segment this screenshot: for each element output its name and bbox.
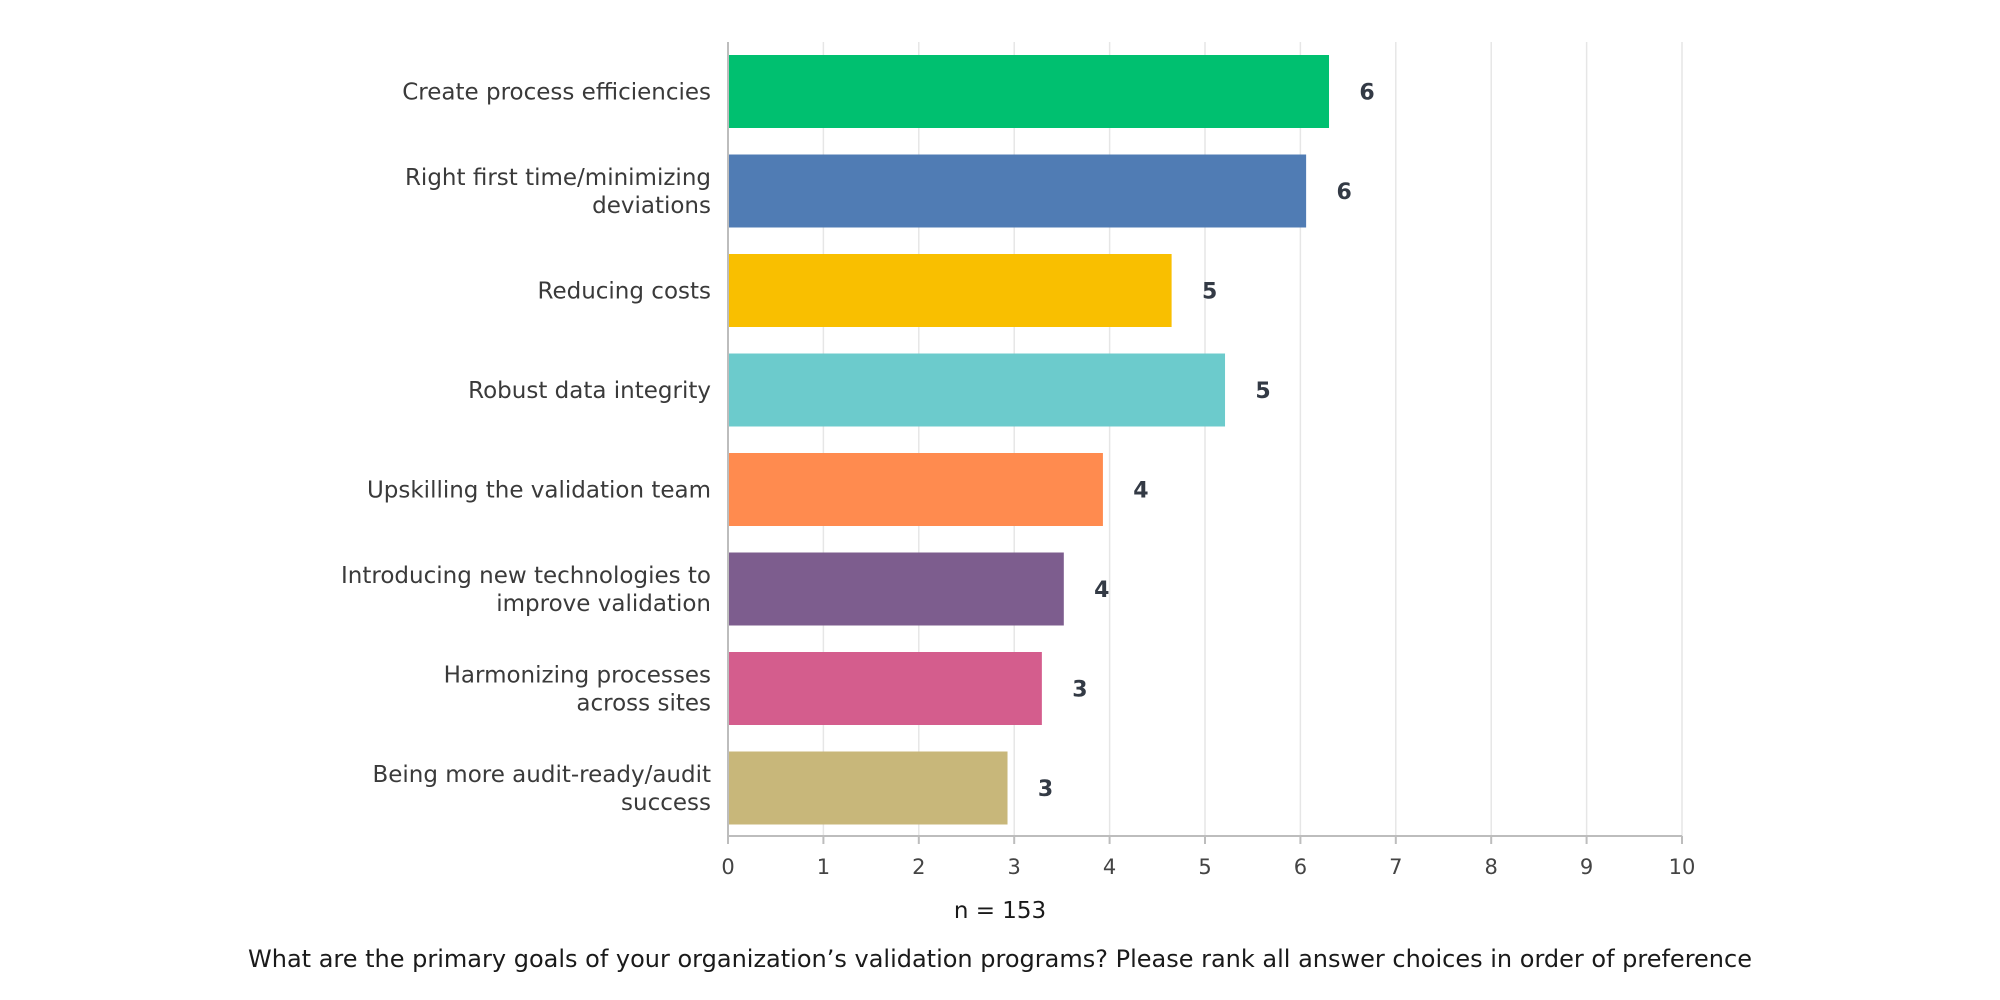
category-label-6: Introducing new technologies to improve v…: [341, 563, 711, 617]
x-tick-labels: 0 1 2 3 4 5 6 7 8 9 10: [721, 855, 1695, 879]
bar-6: [728, 552, 1064, 626]
bar-2: [728, 154, 1307, 228]
bar-7: [728, 652, 1042, 725]
x-tick-label-8: 8: [1485, 855, 1498, 879]
category-label-line: deviations: [592, 193, 711, 219]
category-label-7: Harmonizing processes across sites: [444, 663, 711, 717]
data-label-5: 4: [1133, 479, 1148, 504]
category-label-line: Harmonizing processes: [444, 663, 711, 689]
category-label-line: Introducing new technologies to: [341, 563, 711, 589]
data-label-8: 3: [1038, 777, 1053, 802]
category-label-4: Robust data integrity: [468, 378, 711, 404]
x-tick-label-2: 2: [912, 855, 925, 879]
category-label-line: Right first time/minimizing: [405, 165, 711, 191]
x-tick-label-9: 9: [1580, 855, 1593, 879]
category-label-line: Robust data integrity: [468, 378, 711, 404]
bars: [728, 55, 1330, 825]
category-label-1: Create process efficiencies: [402, 80, 711, 106]
category-label-line: improve validation: [496, 591, 711, 617]
data-label-6: 4: [1094, 578, 1109, 603]
data-label-2: 6: [1336, 180, 1351, 205]
bar-1: [728, 55, 1330, 128]
data-labels: 6 6 5 5 4 4 3 3: [1038, 81, 1375, 803]
x-tick-label-7: 7: [1389, 855, 1402, 879]
x-tick-label-0: 0: [721, 855, 734, 879]
bar-4: [728, 353, 1226, 427]
x-tick-label-5: 5: [1198, 855, 1211, 879]
axes: [727, 42, 1683, 844]
category-label-line: Being more audit-ready/audit: [372, 762, 711, 788]
category-label-line: success: [621, 790, 711, 816]
survey-question-caption: What are the primary goals of your organ…: [248, 945, 1752, 973]
sample-size-label: n = 153: [953, 898, 1047, 924]
x-tick-label-1: 1: [817, 855, 830, 879]
category-label-line: Create process efficiencies: [402, 80, 711, 106]
category-label-2: Right first time/minimizing deviations: [405, 165, 711, 219]
category-label-8: Being more audit-ready/audit success: [372, 762, 711, 816]
bar-5: [728, 453, 1103, 526]
data-label-3: 5: [1202, 280, 1217, 305]
x-tick-label-3: 3: [1008, 855, 1021, 879]
data-label-7: 3: [1072, 678, 1087, 703]
category-label-5: Upskilling the validation team: [367, 478, 711, 504]
data-label-1: 6: [1359, 81, 1374, 106]
data-label-4: 5: [1255, 379, 1270, 404]
x-tick-label-4: 4: [1103, 855, 1116, 879]
x-tick-label-6: 6: [1294, 855, 1307, 879]
x-tick-label-10: 10: [1669, 855, 1696, 879]
bar-8: [728, 751, 1008, 825]
category-label-3: Reducing costs: [538, 279, 712, 305]
bar-3: [728, 254, 1172, 327]
category-label-line: Upskilling the validation team: [367, 478, 711, 504]
category-labels: Create process efficiencies Right first t…: [341, 80, 711, 817]
category-label-line: across sites: [576, 691, 711, 717]
category-label-line: Reducing costs: [538, 279, 712, 305]
